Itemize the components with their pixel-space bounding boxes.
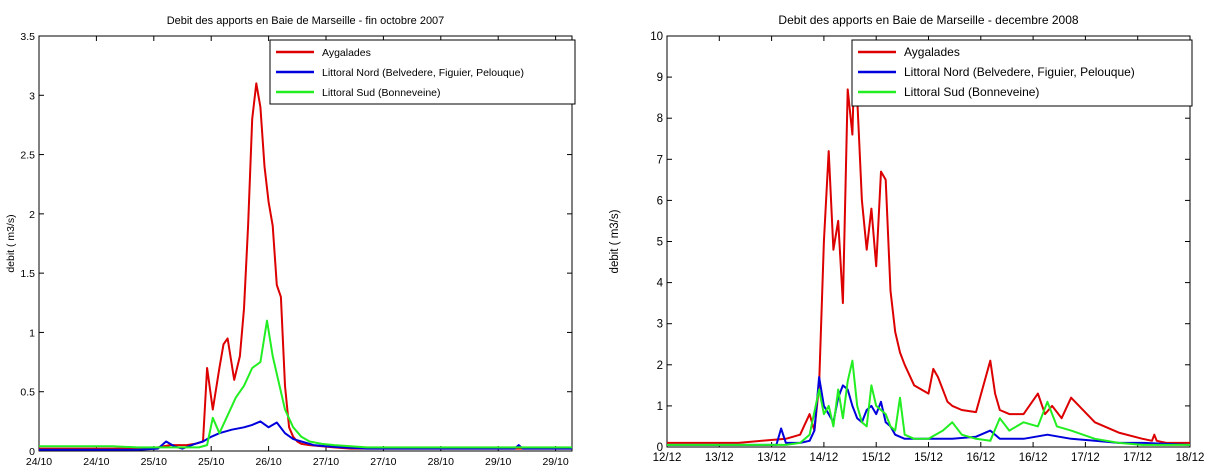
x-tick-label: 27/10 <box>313 456 339 468</box>
y-tick-label: 0.5 <box>20 387 35 399</box>
legend-box <box>851 39 1193 107</box>
line-chart-oct-2007: Debit des apports en Baie de Marseille -… <box>5 15 615 468</box>
x-tick-label: 16/12 <box>966 452 995 464</box>
y-tick-label: 7 <box>657 154 663 166</box>
y-axis-label: debit ( m3/s) <box>5 214 17 272</box>
legend-label-1: Littoral Nord (Belvedere, Figuier, Pelou… <box>322 67 524 79</box>
chart-panel-dec-2008: Debit des apports en Baie de Marseille -… <box>600 0 1217 469</box>
legend-label-2: Littoral Sud (Bonneveine) <box>322 87 441 99</box>
legend-label-0: Aygalades <box>322 47 371 59</box>
series-line-2 <box>39 319 572 449</box>
legend-label-2: Littoral Sud (Bonneveine) <box>904 85 1039 99</box>
x-tick-label: 16/12 <box>1019 452 1048 464</box>
legend-label-0: Aygalades <box>904 45 960 59</box>
x-tick-label: 13/12 <box>705 452 734 464</box>
x-tick-label: 15/12 <box>914 452 943 464</box>
x-tick-label: 29/10 <box>542 456 568 468</box>
y-tick-label: 1.5 <box>20 268 35 280</box>
x-tick-label: 29/10 <box>485 456 511 468</box>
y-tick-label: 3 <box>29 90 35 102</box>
series-line-1 <box>39 420 572 451</box>
line-chart-dec-2008: Debit des apports en Baie de Marseille -… <box>609 13 1205 464</box>
chart-panel-oct-2007: Debit des apports en Baie de Marseille -… <box>0 0 615 469</box>
y-tick-label: 3 <box>657 319 663 331</box>
plot-frame <box>38 35 573 452</box>
series-line-2 <box>667 359 1190 446</box>
y-tick-label: 3.5 <box>20 31 35 43</box>
x-tick-label: 28/10 <box>428 456 454 468</box>
y-tick-label: 6 <box>657 195 663 207</box>
x-tick-label: 24/10 <box>26 456 52 468</box>
x-tick-label: 24/10 <box>83 456 109 468</box>
x-tick-label: 25/10 <box>198 456 224 468</box>
x-tick-label: 14/12 <box>810 452 839 464</box>
x-tick-label: 15/12 <box>862 452 891 464</box>
y-tick-label: 0 <box>657 442 663 454</box>
x-tick-label: 27/10 <box>370 456 396 468</box>
x-tick-label: 13/12 <box>757 452 786 464</box>
y-tick-label: 1 <box>657 401 663 413</box>
y-tick-label: 8 <box>657 113 663 125</box>
y-tick-label: 5 <box>657 237 663 249</box>
chart-title: Debit des apports en Baie de Marseille -… <box>778 13 1078 27</box>
y-tick-label: 2 <box>29 209 35 221</box>
legend-label-1: Littoral Nord (Belvedere, Figuier, Pelou… <box>904 65 1135 79</box>
y-tick-label: 1 <box>29 327 35 339</box>
y-tick-label: 0 <box>29 446 35 458</box>
x-tick-label: 12/12 <box>653 452 682 464</box>
chart-title: Debit des apports en Baie de Marseille -… <box>167 15 445 27</box>
x-tick-label: 17/12 <box>1071 452 1100 464</box>
x-tick-label: 25/10 <box>141 456 167 468</box>
y-axis-label: debit ( m3/s) <box>609 209 621 273</box>
legend-box <box>269 39 576 105</box>
x-tick-label: 17/12 <box>1123 452 1152 464</box>
y-tick-label: 10 <box>650 31 663 43</box>
y-tick-label: 9 <box>657 72 663 84</box>
x-tick-label: 26/10 <box>255 456 281 468</box>
y-tick-label: 2.5 <box>20 150 35 162</box>
y-tick-label: 2 <box>657 360 663 372</box>
y-tick-label: 4 <box>657 278 664 290</box>
x-tick-label: 18/12 <box>1176 452 1205 464</box>
